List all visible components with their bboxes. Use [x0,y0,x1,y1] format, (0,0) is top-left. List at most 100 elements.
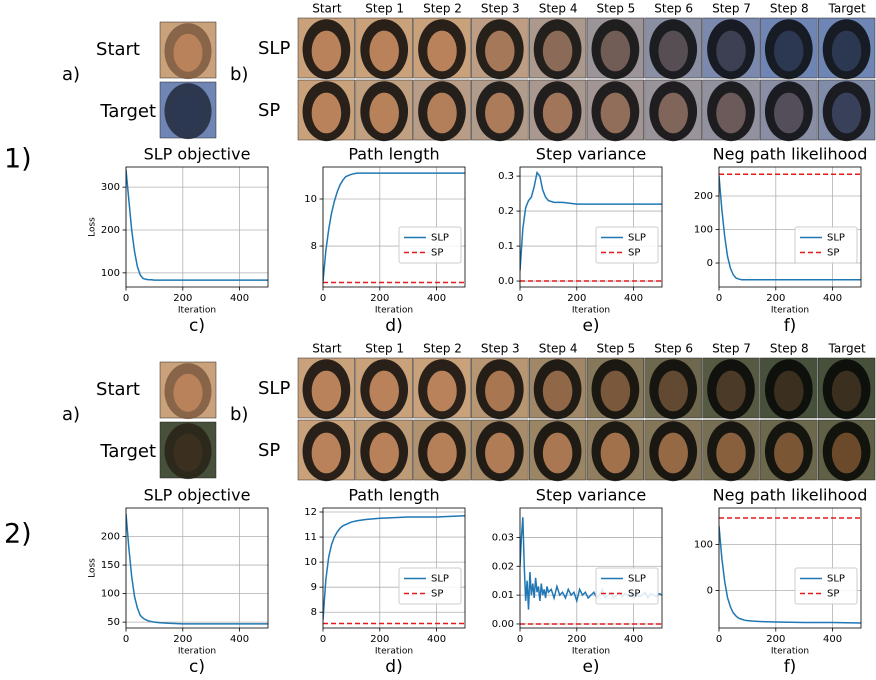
subfigure-label: c) [189,657,205,677]
x-tick-label: 0 [123,634,129,645]
face-thumbnail-face [831,92,862,134]
plot-frame [322,507,466,629]
y-tick-label: 200 [101,225,120,236]
face-thumbnail-face [600,30,631,72]
y-tick-label: 11 [304,532,317,543]
y-tick-label: 0.03 [492,532,514,543]
series-line [126,513,268,625]
legend-label: SLP [431,233,449,244]
subfigure-label: b) [230,64,248,85]
y-tick-label: 12 [304,507,317,518]
panel-number: 1) [4,144,32,175]
row-label: SP [258,100,280,121]
y-tick-label: 0.02 [492,561,514,572]
face-thumbnail-face [542,92,573,134]
y-tick-label: 0.0 [498,276,514,287]
x-axis-label: Iteration [178,647,216,657]
x-tick-label: 200 [567,293,586,304]
face-thumbnail-face [716,30,746,72]
x-tick-label: 400 [823,634,842,645]
face-thumbnail-face [600,370,631,412]
face-thumbnail-face [542,30,573,72]
x-axis-label: Iteration [572,306,610,316]
face-thumbnail-face [485,92,515,134]
face-thumbnail-face [658,30,688,72]
face-thumbnail-face [716,432,746,474]
column-header: Step 5 [597,342,636,356]
column-header: Step 2 [423,342,462,356]
face-thumbnail-face [658,92,688,134]
face-thumbnail-face [427,370,457,412]
column-header: Step 6 [654,2,693,16]
start-label: Start [96,379,140,400]
face-thumbnail-face [716,370,746,412]
chart-title: Neg path likelihood [713,145,868,164]
x-tick-label: 400 [427,634,446,645]
panel-number: 2) [4,519,32,550]
x-axis-label: Iteration [375,306,413,316]
x-axis-label: Iteration [771,647,809,657]
face-thumbnail-face [311,370,342,412]
series-line [719,525,861,624]
chart-title: Path length [348,145,439,164]
subfigure-label: a) [62,64,80,85]
legend-box [794,226,858,264]
face-thumbnail-face [369,30,399,72]
column-header: Step 3 [481,342,520,356]
y-tick-label: 9 [311,582,317,593]
column-header: Step 4 [539,342,578,356]
plot-frame [322,166,466,288]
x-tick-label: 200 [173,293,192,304]
column-header: Step 2 [423,2,462,16]
legend-box [595,226,659,264]
legend-box [398,226,462,264]
y-tick-label: 10 [304,557,317,568]
legend-box [794,567,858,605]
subfigure-label: b) [230,404,248,425]
column-header: Target [828,342,866,356]
row-label: SLP [258,378,290,399]
column-header: Target [828,2,866,16]
series-line [520,170,662,271]
y-tick-label: 300 [101,182,120,193]
face-thumbnail-face [369,432,399,474]
face-thumbnail-face [774,30,804,72]
face-thumbnail-face [600,92,631,134]
y-tick-label: 8 [311,241,317,252]
face-thumbnail-face [774,370,804,412]
plot-frame [718,507,862,629]
x-tick-label: 200 [567,634,586,645]
face-thumbnail-face [600,432,631,474]
x-axis-label: Iteration [375,647,413,657]
column-header: Step 7 [712,2,751,16]
target-image-face [173,93,203,132]
face-thumbnail-face [427,30,457,72]
plot-frame [718,166,862,288]
face-thumbnail-face [774,92,804,134]
x-tick-label: 400 [230,634,249,645]
x-axis-label: Iteration [572,647,610,657]
row-label: SP [258,440,280,461]
legend-label: SLP [628,233,646,244]
target-label: Target [99,101,156,122]
column-header: Step 1 [365,2,404,16]
subfigure-label: a) [62,404,80,425]
legend-label: SLP [827,233,845,244]
x-tick-label: 0 [716,293,722,304]
face-thumbnail-face [542,370,573,412]
subfigure-label: e) [582,316,599,336]
y-tick-label: 100 [694,225,713,236]
column-header: Step 5 [597,2,636,16]
series-line [323,172,465,282]
face-thumbnail-face [427,432,457,474]
column-header: Step 8 [770,2,809,16]
subfigure-label: f) [784,316,797,336]
legend-label: SP [431,589,443,600]
start-image-face [173,33,203,72]
chart-title: SLP objective [144,486,251,505]
face-thumbnail-face [716,92,746,134]
legend-label: SLP [628,574,646,585]
x-tick-label: 200 [370,293,389,304]
chart-title: Step variance [536,145,646,164]
